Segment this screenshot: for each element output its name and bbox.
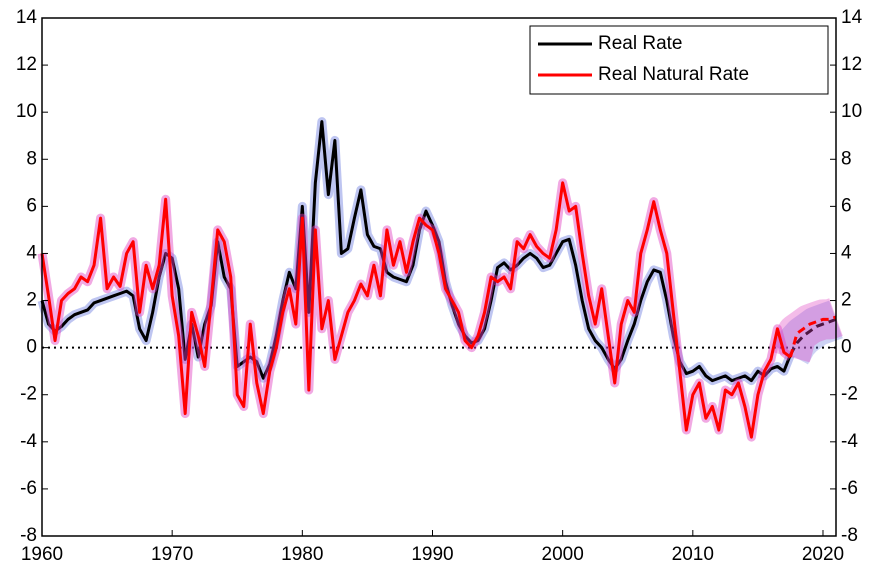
- legend-label: Real Natural Rate: [598, 64, 749, 85]
- y-tick-label: -2: [20, 384, 37, 405]
- y-tick-label: 0: [26, 337, 37, 358]
- legend-box: [529, 25, 829, 95]
- plot-area: [42, 18, 836, 536]
- y-tick-label: 14: [16, 7, 38, 28]
- y2-tick-label: 0: [841, 337, 852, 358]
- y2-tick-label: 10: [841, 101, 862, 122]
- x-tick-label: 1970: [151, 544, 193, 565]
- y2-tick-label: -8: [841, 525, 858, 546]
- y2-tick-label: -6: [841, 478, 858, 499]
- y-tick-label: -6: [20, 478, 37, 499]
- x-tick-label: 2010: [672, 544, 714, 565]
- x-tick-label: 2020: [802, 544, 844, 565]
- y-tick-label: 12: [16, 54, 37, 75]
- y2-tick-label: 14: [841, 7, 863, 28]
- series-line: [40, 181, 792, 439]
- x-tick-label: 1980: [281, 544, 323, 565]
- y-tick-label: 2: [26, 290, 37, 311]
- y2-tick-label: 2: [841, 290, 852, 311]
- legend-label: Real Rate: [598, 33, 683, 54]
- y2-tick-label: 6: [841, 195, 852, 216]
- plot-frame: [41, 17, 837, 537]
- y2-tick-label: 4: [841, 242, 852, 263]
- series-line: [40, 120, 792, 383]
- forecast-line: [789, 317, 837, 356]
- y-tick-label: 4: [26, 242, 37, 263]
- y-tick-label: -4: [20, 431, 37, 452]
- x-tick-label: 1990: [411, 544, 453, 565]
- forecast-line: [788, 315, 837, 358]
- y-tick-label: 6: [26, 195, 37, 216]
- y-tick-label: -8: [20, 525, 37, 546]
- legend: Real Rate Real Natural Rate: [529, 25, 829, 95]
- y-tick-label: 10: [16, 101, 37, 122]
- y2-tick-label: 8: [841, 148, 852, 169]
- y2-tick-label: -2: [841, 384, 858, 405]
- y2-tick-label: -4: [841, 431, 858, 452]
- y-tick-label: 8: [26, 148, 37, 169]
- y2-tick-label: 12: [841, 54, 862, 75]
- x-tick-label: 1960: [21, 544, 63, 565]
- x-tick-label: 2000: [542, 544, 584, 565]
